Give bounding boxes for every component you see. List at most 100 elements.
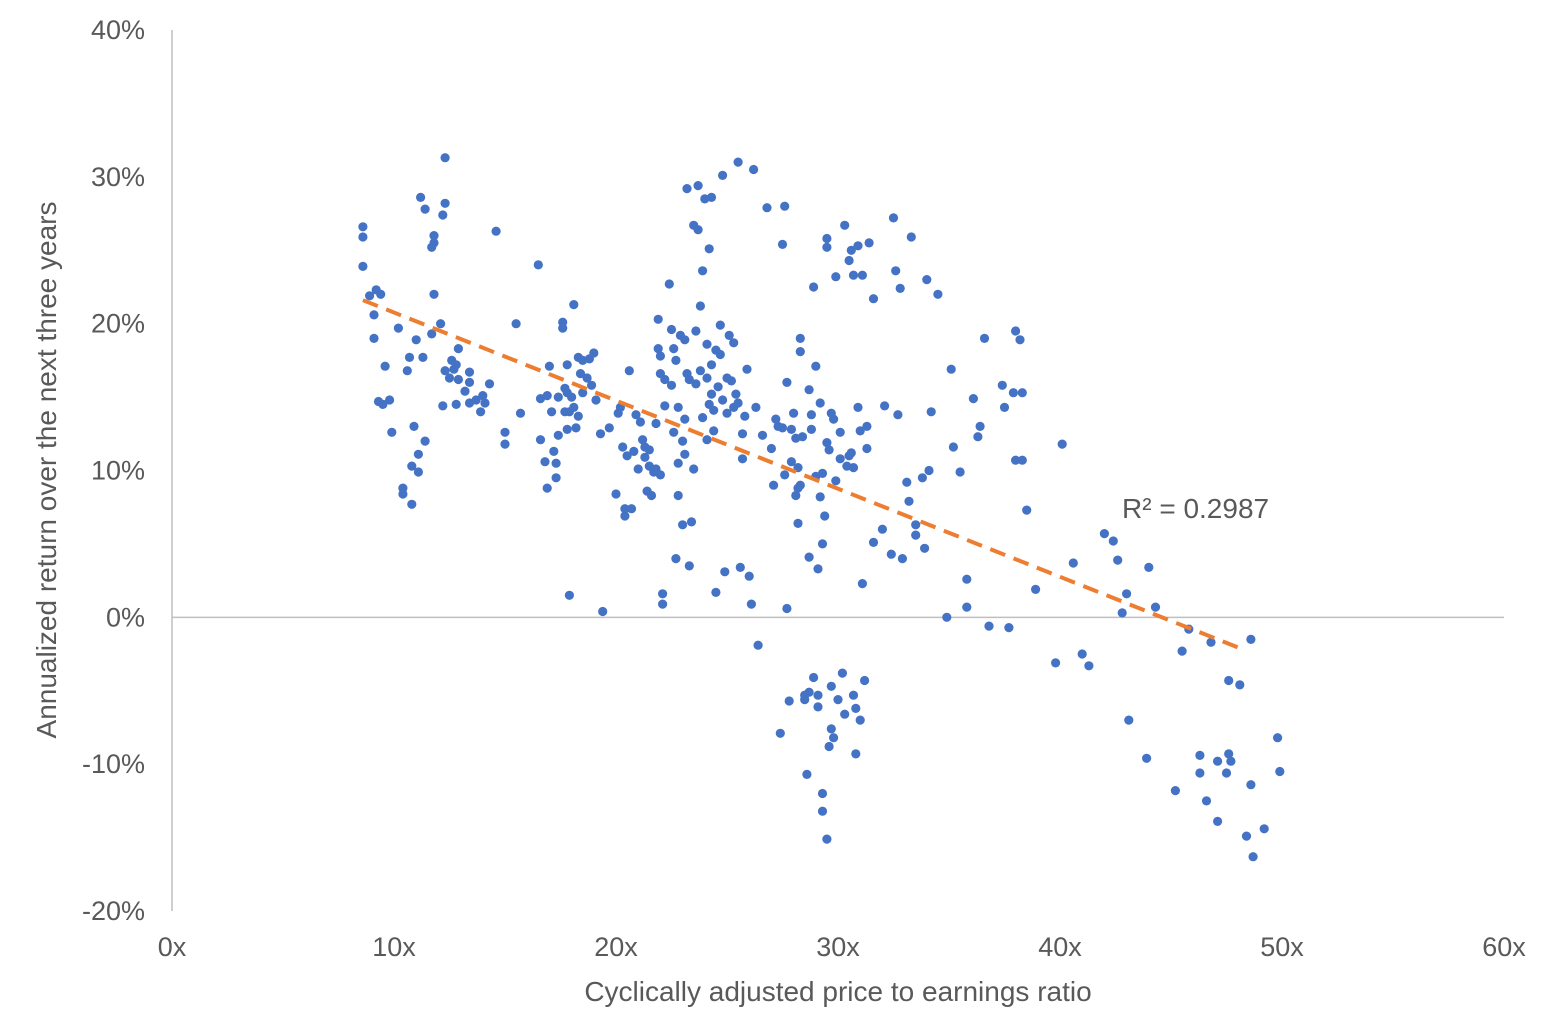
data-point bbox=[1248, 852, 1258, 862]
data-point bbox=[385, 395, 395, 405]
data-point bbox=[1221, 768, 1232, 778]
data-point bbox=[857, 579, 868, 589]
data-point bbox=[376, 289, 386, 299]
data-point bbox=[733, 157, 743, 167]
data-point bbox=[629, 446, 639, 456]
data-point bbox=[833, 695, 843, 705]
data-point bbox=[365, 291, 375, 301]
data-point bbox=[549, 446, 559, 456]
data-point bbox=[722, 408, 732, 418]
data-point bbox=[646, 490, 657, 501]
data-point bbox=[853, 241, 863, 251]
data-point bbox=[411, 335, 421, 345]
data-point bbox=[453, 344, 463, 354]
data-point bbox=[826, 724, 836, 734]
data-point bbox=[789, 408, 799, 418]
data-point bbox=[746, 599, 757, 609]
data-point bbox=[533, 260, 543, 270]
data-point bbox=[702, 373, 712, 383]
data-point bbox=[715, 320, 725, 330]
data-point bbox=[702, 435, 712, 445]
data-point bbox=[640, 452, 650, 462]
data-point bbox=[846, 245, 856, 255]
data-point bbox=[1122, 589, 1132, 599]
data-point bbox=[427, 329, 437, 339]
data-point bbox=[671, 355, 681, 365]
data-point bbox=[920, 543, 930, 553]
data-point bbox=[822, 438, 832, 448]
data-point bbox=[589, 348, 599, 358]
data-point bbox=[740, 411, 750, 421]
data-point bbox=[402, 366, 412, 376]
data-point bbox=[824, 741, 834, 752]
data-point bbox=[491, 226, 501, 236]
data-point bbox=[815, 398, 825, 408]
data-point bbox=[420, 204, 430, 214]
data-point bbox=[844, 255, 854, 266]
data-point bbox=[693, 181, 703, 191]
data-point bbox=[611, 489, 621, 499]
data-point bbox=[653, 314, 663, 324]
data-point bbox=[440, 198, 450, 208]
data-point bbox=[658, 599, 668, 609]
data-point bbox=[604, 423, 614, 433]
data-point bbox=[698, 413, 708, 423]
data-point bbox=[704, 244, 714, 254]
data-point bbox=[1275, 766, 1285, 777]
data-point bbox=[553, 392, 563, 402]
data-point bbox=[817, 468, 828, 478]
data-point bbox=[453, 374, 463, 385]
data-point bbox=[780, 201, 790, 211]
data-point bbox=[911, 530, 921, 540]
data-point bbox=[766, 443, 777, 454]
data-point bbox=[684, 561, 694, 571]
data-point bbox=[804, 385, 814, 395]
data-point bbox=[689, 464, 699, 474]
data-point bbox=[684, 374, 694, 385]
data-point bbox=[846, 448, 856, 458]
data-point bbox=[404, 352, 415, 362]
data-point bbox=[1011, 455, 1021, 465]
data-point bbox=[848, 270, 859, 280]
data-point bbox=[813, 690, 823, 700]
data-point bbox=[500, 427, 510, 437]
data-point bbox=[1124, 715, 1134, 725]
data-point bbox=[544, 361, 555, 371]
data-point bbox=[726, 376, 737, 386]
data-point bbox=[451, 399, 461, 409]
data-point bbox=[471, 395, 481, 405]
data-point bbox=[848, 690, 859, 700]
data-point bbox=[855, 715, 865, 725]
data-point bbox=[757, 430, 768, 440]
data-point bbox=[820, 511, 830, 521]
data-point bbox=[791, 490, 801, 501]
data-point bbox=[451, 360, 461, 370]
data-point bbox=[540, 457, 550, 467]
data-point bbox=[837, 668, 848, 678]
y-tick-label: 10% bbox=[91, 456, 145, 486]
data-point bbox=[358, 261, 368, 271]
data-point bbox=[851, 703, 861, 714]
data-point bbox=[813, 564, 823, 574]
data-point bbox=[678, 436, 688, 446]
data-point bbox=[535, 435, 546, 445]
data-point bbox=[635, 417, 646, 427]
data-point bbox=[573, 411, 583, 421]
data-point bbox=[771, 414, 781, 424]
data-point bbox=[893, 410, 903, 420]
data-point bbox=[824, 445, 834, 455]
data-point bbox=[806, 410, 817, 420]
data-point bbox=[724, 330, 734, 340]
data-point bbox=[407, 461, 417, 471]
data-point bbox=[715, 349, 725, 360]
data-point bbox=[542, 483, 552, 493]
data-point bbox=[464, 377, 475, 387]
y-tick-label: -20% bbox=[82, 896, 145, 926]
x-tick-label: 30x bbox=[816, 932, 860, 962]
data-points bbox=[358, 153, 1285, 862]
data-point bbox=[409, 421, 419, 431]
data-point bbox=[480, 398, 490, 408]
data-point bbox=[782, 377, 792, 387]
data-point bbox=[500, 439, 510, 449]
data-point bbox=[1201, 796, 1212, 806]
